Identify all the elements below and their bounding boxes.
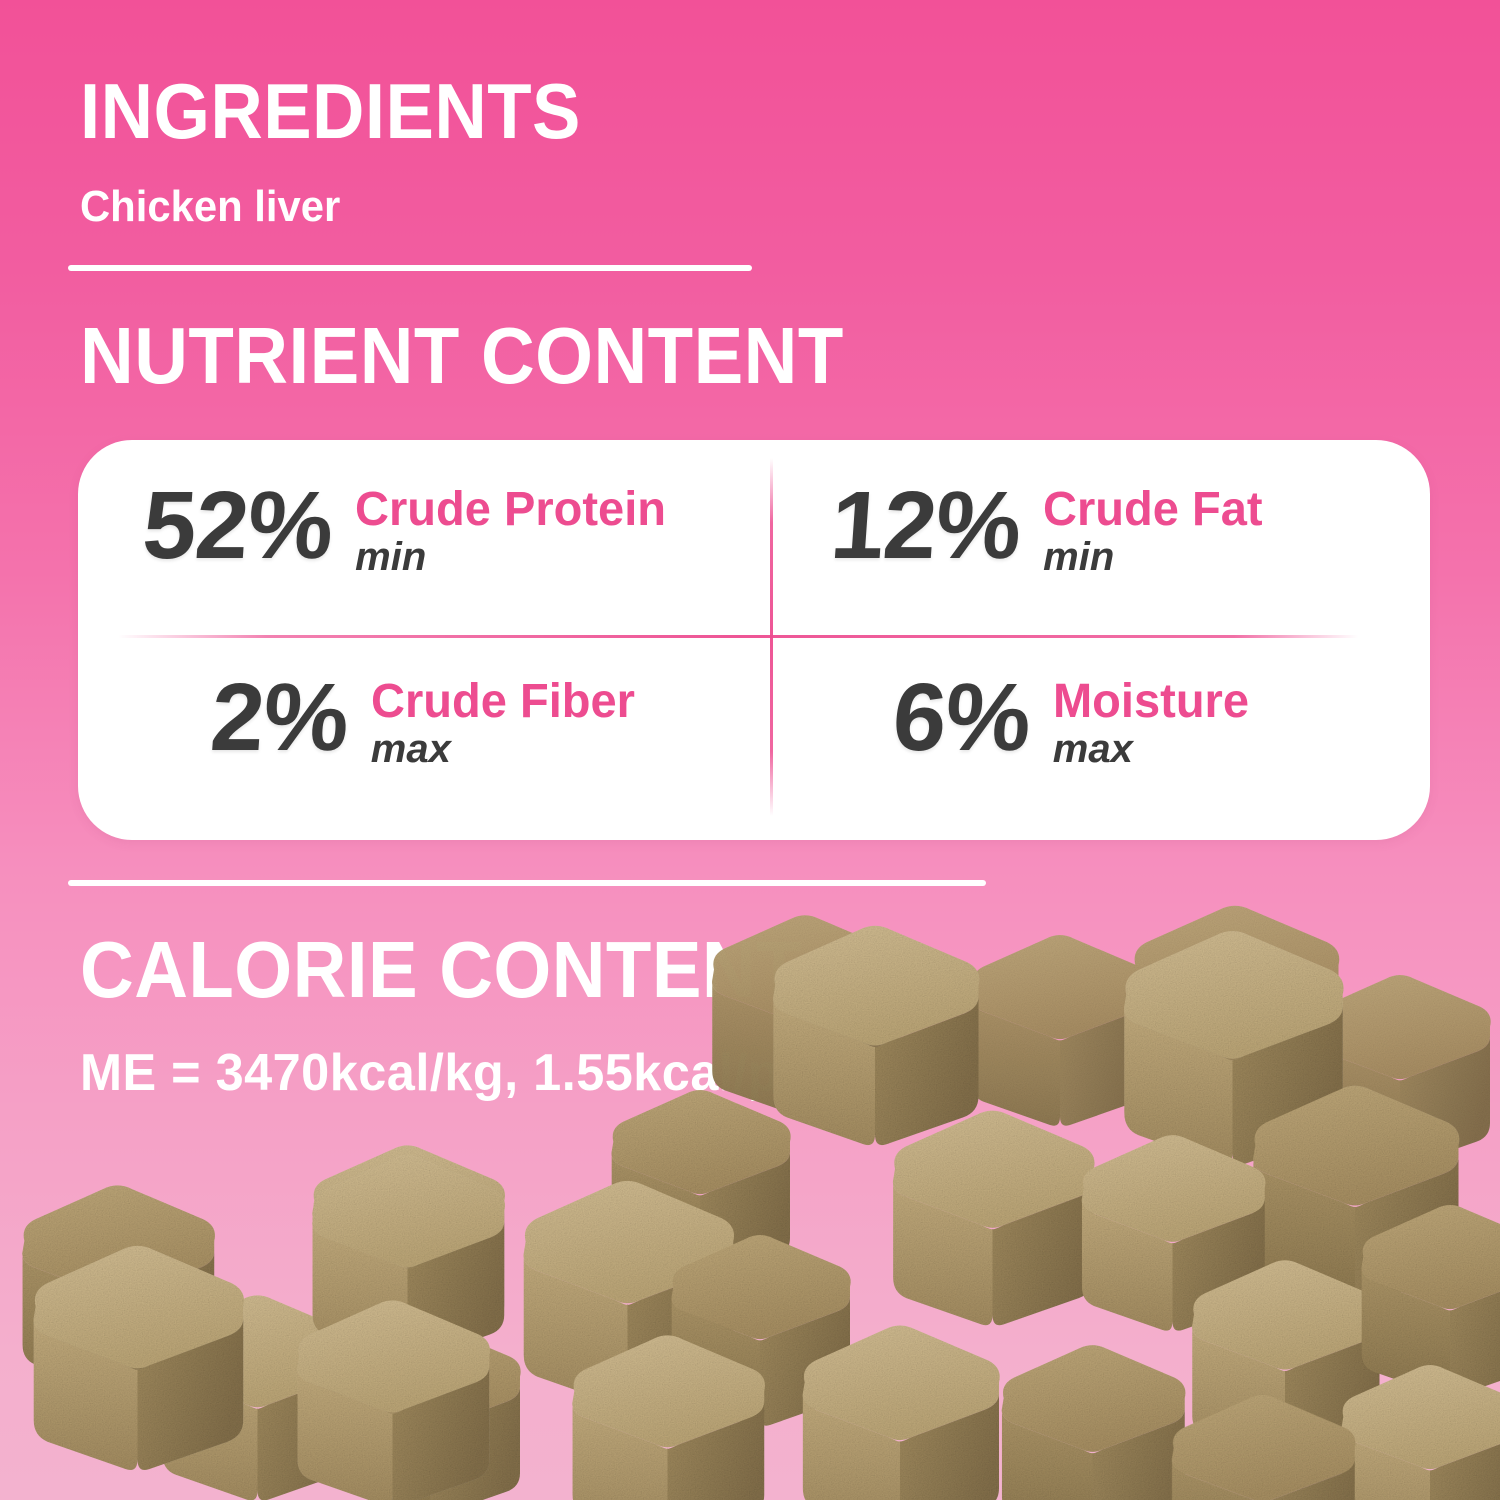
nutrient-cell-crude-fiber: 2% Crude Fiber max <box>207 664 640 771</box>
nutrient-label: Crude Fat <box>1043 483 1263 536</box>
nutrient-content-card <box>78 440 1430 840</box>
divider-rule-top <box>68 265 752 271</box>
nutrient-cell-moisture: 6% Moisture max <box>889 664 1253 771</box>
calorie-content-heading: CALORIE CONTENT <box>80 925 803 1014</box>
nutrient-label: Crude Fiber <box>370 675 635 728</box>
ingredients-heading: INGREDIENTS <box>80 67 581 155</box>
nutrient-label: Crude Protein <box>355 483 667 536</box>
divider-rule-bottom <box>68 880 986 886</box>
nutrient-qualifier: min <box>1043 535 1115 579</box>
nutrient-qualifier: min <box>355 535 427 579</box>
card-divider-horizontal <box>118 635 1358 638</box>
nutrient-content-heading: NUTRIENT CONTENT <box>80 311 844 400</box>
nutrient-cell-crude-protein: 52% Crude Protein min <box>139 472 673 579</box>
nutrient-label: Moisture <box>1052 675 1249 728</box>
nutrient-percent: 12% <box>827 472 1025 579</box>
nutrient-percent: 6% <box>889 664 1034 771</box>
nutrient-qualifier: max <box>1052 727 1133 771</box>
nutrient-percent: 52% <box>139 472 337 579</box>
nutrient-percent: 2% <box>207 664 352 771</box>
ingredients-list: Chicken liver <box>80 182 341 231</box>
calorie-content-value: ME = 3470kcal/kg, 1.55kcal/piece <box>80 1044 880 1102</box>
nutrient-cell-crude-fat: 12% Crude Fat min <box>827 472 1267 579</box>
nutrient-qualifier: max <box>370 727 451 771</box>
